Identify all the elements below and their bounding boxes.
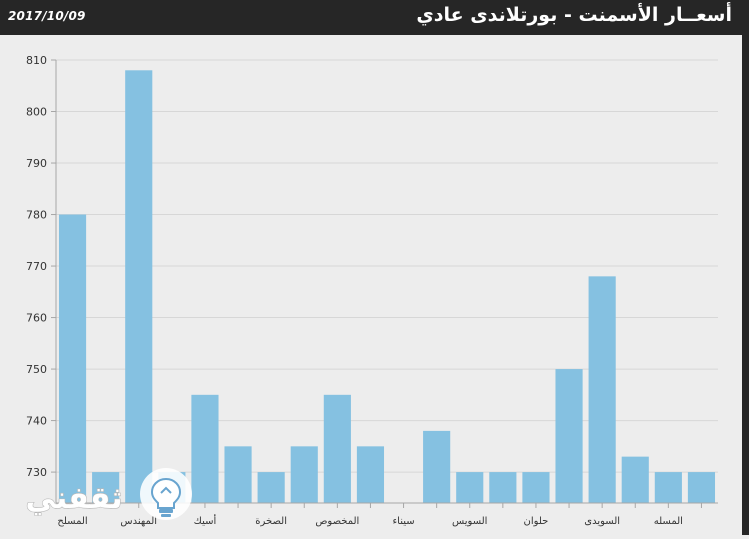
bar-chart: 730 740 750 760 770 780 790 800 810 المسلح المهندس… — [26, 54, 718, 527]
bar — [555, 369, 583, 503]
x-tick-label: السويدى — [584, 516, 620, 527]
bar — [423, 430, 451, 503]
y-tick-label: 730 — [26, 466, 47, 479]
y-tick-label: 760 — [26, 312, 47, 325]
y-tick-label: 780 — [26, 209, 47, 222]
bar — [687, 472, 716, 503]
y-tick-label: 790 — [26, 157, 47, 170]
right-border — [742, 0, 749, 535]
date-label: 2017/10/09 — [8, 9, 86, 23]
bar — [58, 214, 87, 503]
bar — [456, 472, 484, 503]
y-tick-label: 770 — [26, 260, 47, 273]
x-tick-label: أسيك — [194, 514, 217, 527]
x-tick-label: المسله — [654, 516, 683, 527]
chart-area: 730 740 750 760 770 780 790 800 810 المسلح المهندس… — [0, 35, 742, 535]
bar — [125, 70, 153, 504]
y-tick-label: 810 — [26, 54, 47, 67]
page-title: أسعــار الأسمنت - بورتلاندى عادي — [416, 4, 732, 26]
bar — [158, 472, 186, 503]
bar — [654, 472, 682, 503]
x-tick-label: السويس — [452, 516, 487, 527]
x-tick-label: المهندس — [120, 516, 157, 527]
x-tick-label: الصخرة — [255, 516, 287, 527]
x-tick-label: سيناء — [392, 516, 414, 527]
x-tick-label: المسلح — [57, 516, 87, 527]
y-tick-label: 750 — [26, 363, 47, 376]
bar — [257, 472, 285, 503]
y-tick-label: 740 — [26, 415, 47, 428]
bar — [489, 472, 517, 503]
bar — [522, 472, 550, 503]
bar — [191, 394, 219, 503]
bar — [323, 394, 351, 503]
bar — [621, 456, 649, 503]
bar — [224, 446, 252, 503]
chart-header: 2017/10/09 أسعــار الأسمنت - بورتلاندى ع… — [0, 0, 742, 35]
x-tick-label: حلوان — [524, 516, 549, 527]
y-tick-label: 800 — [26, 106, 47, 119]
bar — [92, 472, 120, 503]
bar — [356, 446, 385, 503]
bar — [588, 276, 616, 503]
bar — [290, 446, 318, 503]
x-tick-label: المخصوص — [315, 516, 359, 527]
